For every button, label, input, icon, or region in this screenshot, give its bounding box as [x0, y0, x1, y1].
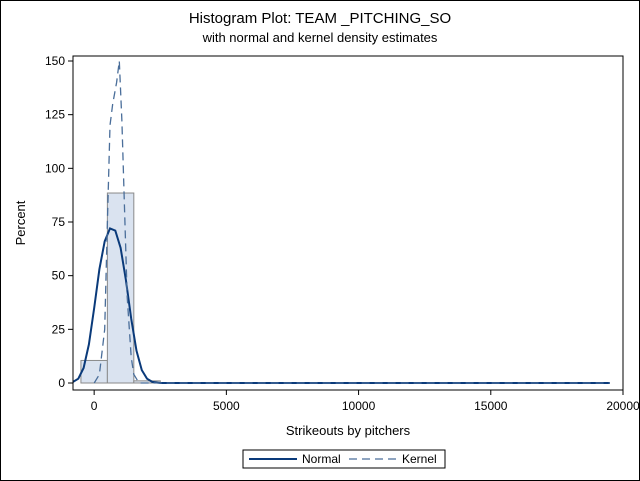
legend: Normal Kernel: [242, 449, 446, 469]
x-axis-label: Strikeouts by pitchers: [286, 423, 411, 438]
y-tick-label: 125: [45, 108, 65, 122]
x-tick-label: 20000: [606, 399, 640, 413]
y-axis-label: Percent: [13, 200, 28, 245]
y-tick-label: 75: [52, 215, 66, 229]
x-tick-label: 0: [91, 399, 98, 413]
y-tick-label: 50: [52, 269, 66, 283]
y-tick-label: 0: [58, 376, 65, 390]
x-tick-label: 5000: [213, 399, 240, 413]
y-tick-label: 150: [45, 54, 65, 68]
kernel-density-line: [93, 60, 610, 384]
x-tick-label: 15000: [474, 399, 508, 413]
legend-label-kernel: Kernel: [402, 452, 437, 466]
y-tick-label: 100: [45, 161, 65, 175]
normal-density-line: [73, 227, 610, 384]
legend-box: [242, 449, 446, 469]
x-tick-label: 10000: [342, 399, 376, 413]
chart-subtitle: with normal and kernel density estimates: [202, 30, 438, 45]
y-tick-label: 25: [52, 322, 66, 336]
histogram-bar-1: [106, 192, 135, 384]
legend-label-normal: Normal: [302, 452, 341, 466]
chart-title: Histogram Plot: TEAM _PITCHING_SO: [188, 10, 452, 27]
plot-area: [72, 55, 624, 391]
